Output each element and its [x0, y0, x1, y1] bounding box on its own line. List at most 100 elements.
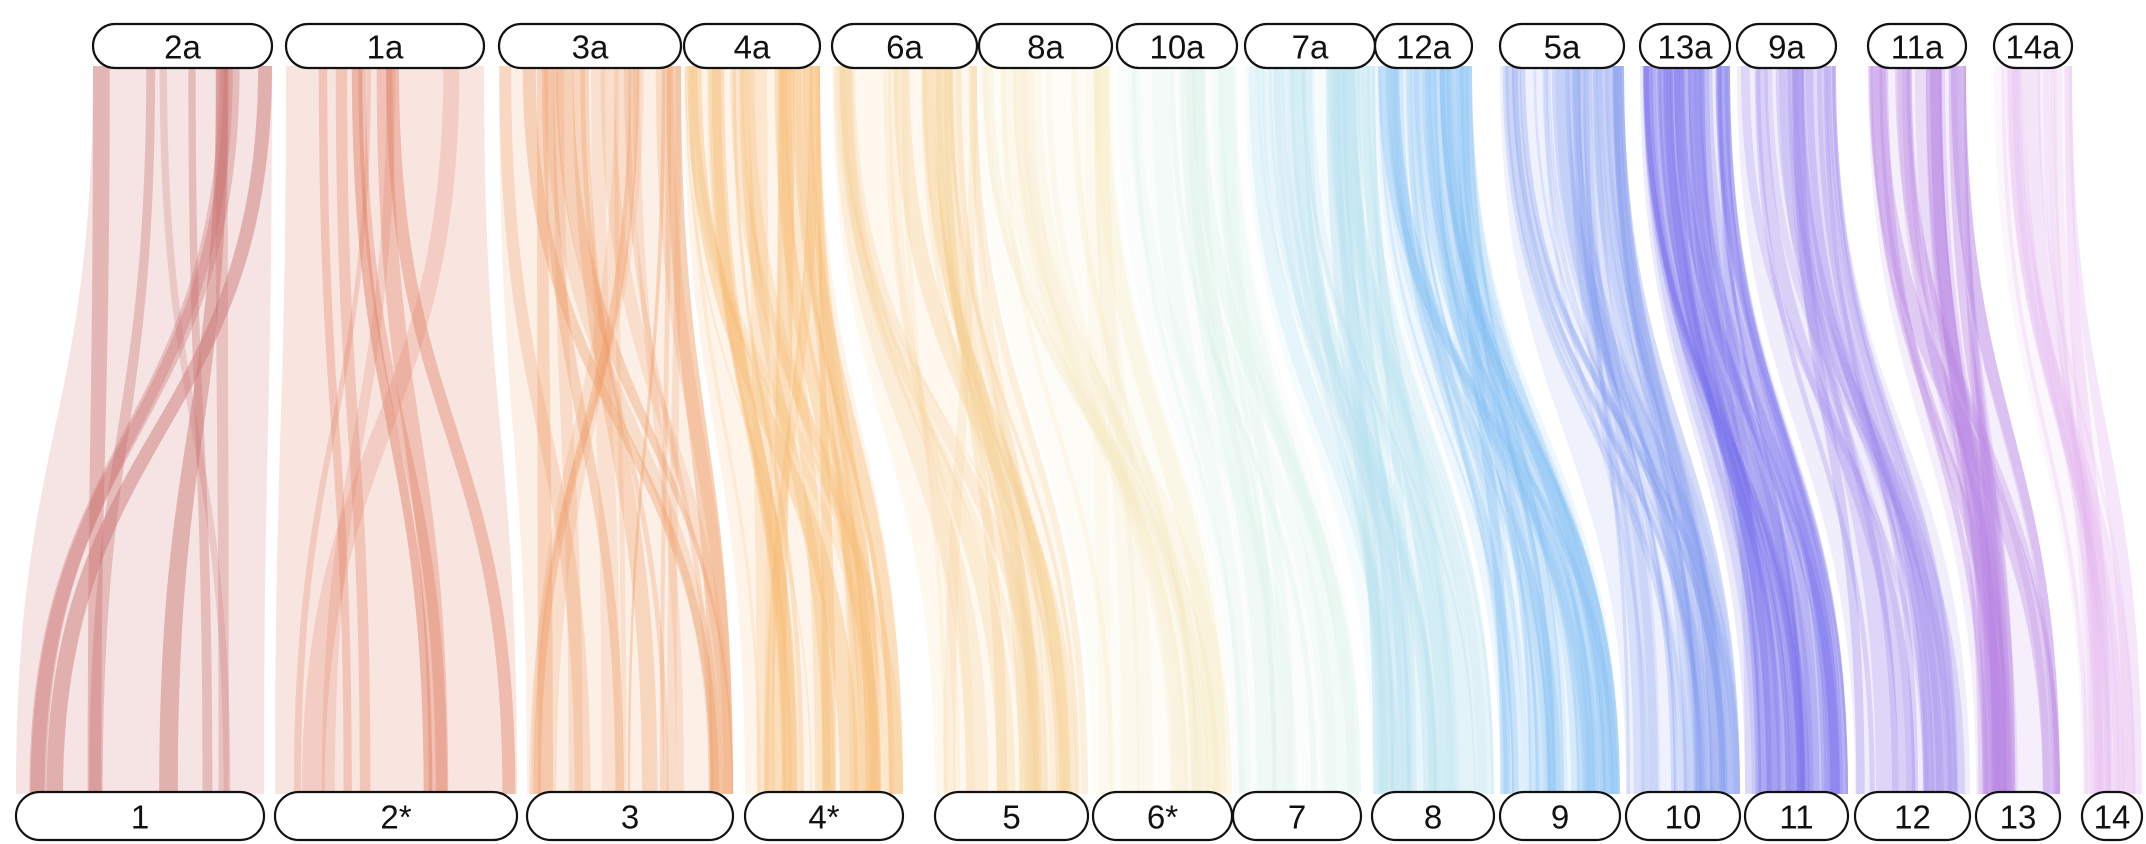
synteny-thread [935, 66, 1040, 794]
top-chromosome-label: 3a [572, 29, 609, 66]
synteny-thread [739, 66, 835, 794]
synteny-thread [159, 66, 231, 794]
synteny-thread [1756, 66, 1916, 794]
synteny-thread [1607, 66, 1720, 794]
synteny-thread [1070, 66, 1199, 794]
synteny-thread [1895, 66, 2060, 794]
bottom-chromosome-label: 12 [1894, 799, 1931, 836]
synteny-thread [1612, 66, 1699, 794]
synteny-thread [1361, 66, 1453, 794]
synteny-thread [1132, 66, 1245, 794]
bottom-chromosome-pill [2080, 790, 2144, 842]
synteny-thread [888, 66, 961, 794]
synteny-thread [553, 66, 583, 794]
bottom-chromosome-12: 12 [1853, 790, 1972, 842]
synteny-thread [1326, 66, 1394, 794]
synteny-thread [1724, 66, 1841, 794]
synteny-thread [982, 66, 1220, 794]
synteny-band [1245, 66, 1494, 794]
bottom-chromosome-label: 6* [1147, 799, 1178, 836]
synteny-thread [1674, 66, 1827, 794]
synteny-thread [1823, 66, 1919, 794]
synteny-thread [1506, 66, 1691, 794]
synteny-thread [1654, 66, 1794, 794]
top-chromosome-row: 2a 1a 3a 4a 6a 8a 10a 7a 12a 5a 13a 9a 11a 14a [91, 22, 2074, 70]
synteny-thread [376, 66, 449, 794]
synteny-thread [499, 66, 591, 794]
synteny-thread [1446, 66, 1556, 794]
top-chromosome-14a: 14a [1992, 22, 2074, 70]
synteny-thread [1565, 66, 1707, 794]
synteny-thread [351, 66, 433, 794]
bottom-chromosome-pill [1743, 790, 1850, 842]
synteny-thread [1600, 66, 1712, 794]
synteny-thread [1511, 66, 1740, 794]
synteny-thread [1832, 66, 1951, 794]
synteny-thread [1012, 66, 1232, 794]
top-chromosome-pill [1498, 22, 1626, 70]
synteny-thread [1327, 66, 1449, 794]
synteny-thread [1410, 66, 1515, 794]
bottom-chromosome-label: 11 [1779, 799, 1813, 836]
synteny-thread [1303, 66, 1389, 794]
bottom-chromosome-pill [1231, 790, 1363, 842]
synteny-thread [1868, 66, 2060, 794]
synteny-thread [2064, 66, 2111, 794]
top-chromosome-13a: 13a [1638, 22, 1732, 70]
synteny-thread [1280, 66, 1437, 794]
synteny-band [1737, 66, 1970, 794]
synteny-thread [1273, 66, 1398, 794]
synteny-thread [1336, 66, 1494, 794]
synteny-thread [1950, 66, 2060, 794]
synteny-thread [533, 66, 639, 794]
bottom-chromosome-pill [525, 790, 735, 842]
synteny-thread [666, 66, 733, 794]
synteny-thread [1695, 66, 1848, 794]
synteny-thread [1792, 66, 1899, 794]
top-chromosome-pill [497, 22, 683, 70]
bottom-chromosome-11: 11 [1743, 790, 1850, 842]
synteny-thread [1256, 66, 1438, 794]
top-chromosome-6a: 6a [830, 22, 979, 70]
synteny-thread [1644, 66, 1806, 794]
bottom-chromosome-pill [1370, 790, 1496, 842]
synteny-thread [87, 66, 110, 794]
synteny-thread [1377, 66, 1515, 794]
synteny-thread [1801, 66, 1935, 794]
bottom-chromosome-label: 13 [2000, 799, 2037, 836]
bottom-chromosome-label: 9 [1551, 799, 1569, 836]
synteny-thread [541, 66, 624, 794]
synteny-thread [89, 66, 156, 794]
synteny-thread [1962, 66, 2007, 794]
bottom-chromosome-pill [1974, 790, 2062, 842]
synteny-thread [215, 66, 229, 794]
synteny-thread [1613, 66, 1725, 794]
synteny-thread [971, 66, 1047, 794]
synteny-thread [933, 66, 1042, 794]
synteny-thread [1084, 66, 1112, 794]
synteny-thread [943, 66, 977, 794]
synteny-thread [1390, 66, 1592, 794]
synteny-thread [1428, 66, 1580, 794]
synteny-thread [1938, 66, 2008, 794]
synteny-thread [1816, 66, 1947, 794]
top-chromosome-label: 4a [734, 29, 771, 66]
synteny-thread [2024, 66, 2110, 794]
synteny-thread [1421, 66, 1605, 794]
synteny-thread [1286, 66, 1388, 794]
synteny-thread [1519, 66, 1728, 794]
synteny-thread [1000, 66, 1115, 794]
synteny-thread [836, 66, 1028, 794]
synteny-thread [1673, 66, 1840, 794]
synteny-thread [1786, 66, 1953, 794]
bottom-chromosome-6-star: 6* [1091, 790, 1234, 842]
synteny-thread [1337, 66, 1384, 794]
synteny-thread [1504, 66, 1714, 794]
synteny-thread [1643, 66, 1805, 794]
bottom-chromosome-pill [1498, 790, 1622, 842]
synteny-thread [2037, 66, 2136, 794]
synteny-thread [983, 66, 1205, 794]
synteny-thread [624, 66, 714, 794]
synteny-thread [948, 66, 1080, 794]
synteny-thread [1869, 66, 2013, 794]
